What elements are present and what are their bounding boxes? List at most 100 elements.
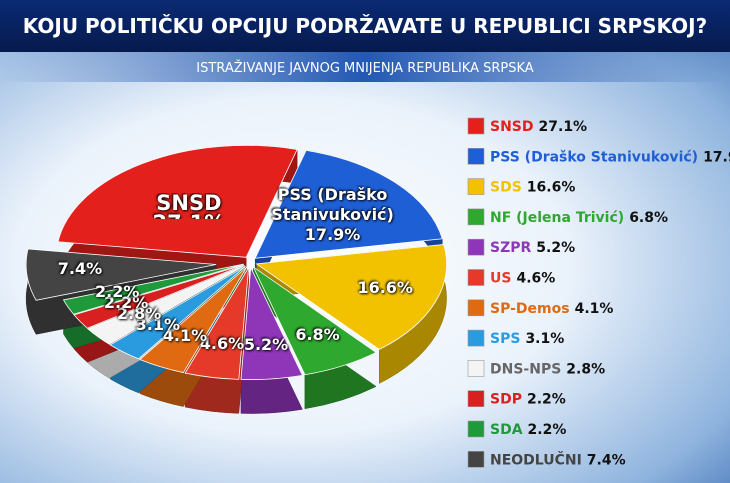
legend-name: SNSD: [490, 119, 534, 135]
header-bar: [0, 0, 730, 52]
slice-label-box: 4.1%: [155, 326, 215, 346]
legend-value: 6.8%: [629, 210, 668, 226]
legend-entry: PSS (Draško Stanivuković) 17.9%: [490, 149, 730, 165]
legend-swatch: [467, 390, 485, 408]
slice-value: 2.2%: [95, 282, 140, 302]
slice-label-box: 16.6%: [355, 278, 415, 298]
legend-name: US: [490, 271, 511, 287]
legend-entry: DNS-NPS 2.8%: [490, 361, 605, 377]
slice-name: SNSD: [156, 192, 222, 215]
legend-name: DNS-NPS: [490, 361, 561, 377]
slice-label: 4.1%: [155, 326, 215, 346]
slice-label: 3.1%: [128, 315, 188, 335]
slice-label-box: SNSD 27.1%: [124, 193, 254, 219]
legend-swatch: [467, 208, 485, 226]
slice-value: 2.2%: [103, 292, 149, 312]
chart-title: KOJU POLITIČKU OPCIJU PODRŽAVATE U REPUB…: [23, 14, 707, 38]
legend-swatch: [467, 238, 485, 256]
slice-value: 4.6%: [199, 333, 245, 353]
slice-label: 16.6%: [355, 278, 415, 298]
legend-name: SDS: [490, 180, 522, 196]
slice-label-box: 4.6%: [192, 334, 252, 354]
legend-entry: NF (Jelena Trivić) 6.8%: [490, 210, 668, 226]
legend-swatch: [467, 178, 485, 195]
slice-label-box: 2.8%: [109, 304, 169, 324]
legend-name: SPS: [490, 331, 520, 347]
legend-name: SZPR: [490, 240, 531, 256]
pie-slice: [87, 265, 245, 345]
pie-slice: [57, 144, 298, 258]
slice-name: PSS (Draško Stanivuković): [271, 184, 394, 224]
legend-value: 27.1%: [539, 119, 588, 135]
slice-label: 4.6%: [192, 334, 252, 354]
pie-slice: [109, 265, 246, 360]
legend-swatch: [467, 329, 485, 347]
slice-value: 7.4%: [57, 258, 103, 278]
slice-label-box: 6.8%: [288, 325, 348, 345]
legend-swatch: [467, 269, 485, 286]
legend-entry: US 4.6%: [490, 271, 555, 287]
slice-label: PSS (Draško Stanivuković) 17.9%: [268, 185, 398, 245]
legend-value: 4.1%: [575, 301, 614, 317]
legend-value: 17.9%: [703, 149, 730, 165]
legend-value: 5.2%: [536, 240, 575, 256]
legend-value: 16.6%: [527, 180, 576, 196]
legend-swatch: [467, 117, 485, 135]
slice-label: 2.2%: [87, 282, 147, 302]
pie-slice: [62, 263, 244, 315]
pie-slice: [139, 266, 248, 374]
slice-value: 5.2%: [243, 334, 289, 354]
pie-slice: [184, 267, 250, 380]
slice-label-box: 3.1%: [128, 315, 188, 335]
slice-value: 4.1%: [162, 325, 208, 345]
slice-label: 6.8%: [288, 325, 348, 345]
legend-entry: SZPR 5.2%: [490, 240, 575, 256]
legend-swatch: [467, 299, 485, 317]
pie-slice: [254, 149, 443, 259]
slice-label-box: 5.2%: [236, 335, 296, 355]
legend-entry: SNSD 27.1%: [490, 119, 587, 135]
slice-value: 6.8%: [295, 325, 340, 345]
pie-slice: [240, 266, 303, 380]
legend-entry: SDS 16.6%: [490, 180, 575, 196]
chart-subtitle: ISTRAŽIVANJE JAVNOG MNIJENJA REPUBLIKA S…: [196, 60, 534, 76]
pie-slice: [252, 265, 377, 376]
slice-label: 2.8%: [109, 304, 169, 324]
slice-value: 3.1%: [135, 315, 181, 335]
slice-label-box: PSS (Draško Stanivuković) 17.9%: [268, 185, 398, 245]
pie-slice: [25, 248, 217, 301]
legend-entry: SPS 3.1%: [490, 331, 564, 347]
legend-value: 3.1%: [525, 331, 564, 347]
legend-value: 2.2%: [528, 422, 567, 438]
legend-name: NEODLUČNI: [490, 450, 582, 468]
legend-name: SDP: [490, 392, 522, 408]
slice-value: 2.8%: [116, 303, 162, 323]
pie-slice: [73, 264, 245, 329]
legend-entry: SDA 2.2%: [490, 422, 566, 438]
slice-label-box: 7.4%: [50, 259, 110, 279]
legend-value: 4.6%: [516, 271, 555, 287]
legend-value: 7.4%: [587, 452, 626, 468]
legend-swatch: [467, 360, 485, 377]
pie-slice: [255, 244, 447, 350]
slice-label: 7.4%: [50, 259, 110, 279]
legend-name: PSS (Draško Stanivuković): [490, 149, 698, 165]
legend-name: SDA: [490, 422, 523, 438]
slice-label: 5.2%: [236, 335, 296, 355]
legend-entry: SP-Demos 4.1%: [490, 301, 613, 317]
legend-swatch: [467, 148, 485, 165]
legend-value: 2.8%: [566, 361, 605, 377]
slice-label: 2.2%: [96, 293, 156, 313]
legend-entry: NEODLUČNI 7.4%: [490, 450, 626, 468]
slice-label-box: 2.2%: [87, 282, 147, 302]
slice-value: 27.1%: [152, 211, 225, 219]
legend-entry: SDP 2.2%: [490, 392, 566, 408]
legend-value: 2.2%: [527, 392, 566, 408]
slice-label-box: 2.2%: [96, 293, 156, 313]
legend-name: NF (Jelena Trivić): [490, 210, 624, 226]
slice-label: SNSD 27.1%: [124, 193, 254, 219]
legend-swatch: [467, 420, 485, 438]
subheader-bar: [0, 52, 730, 82]
